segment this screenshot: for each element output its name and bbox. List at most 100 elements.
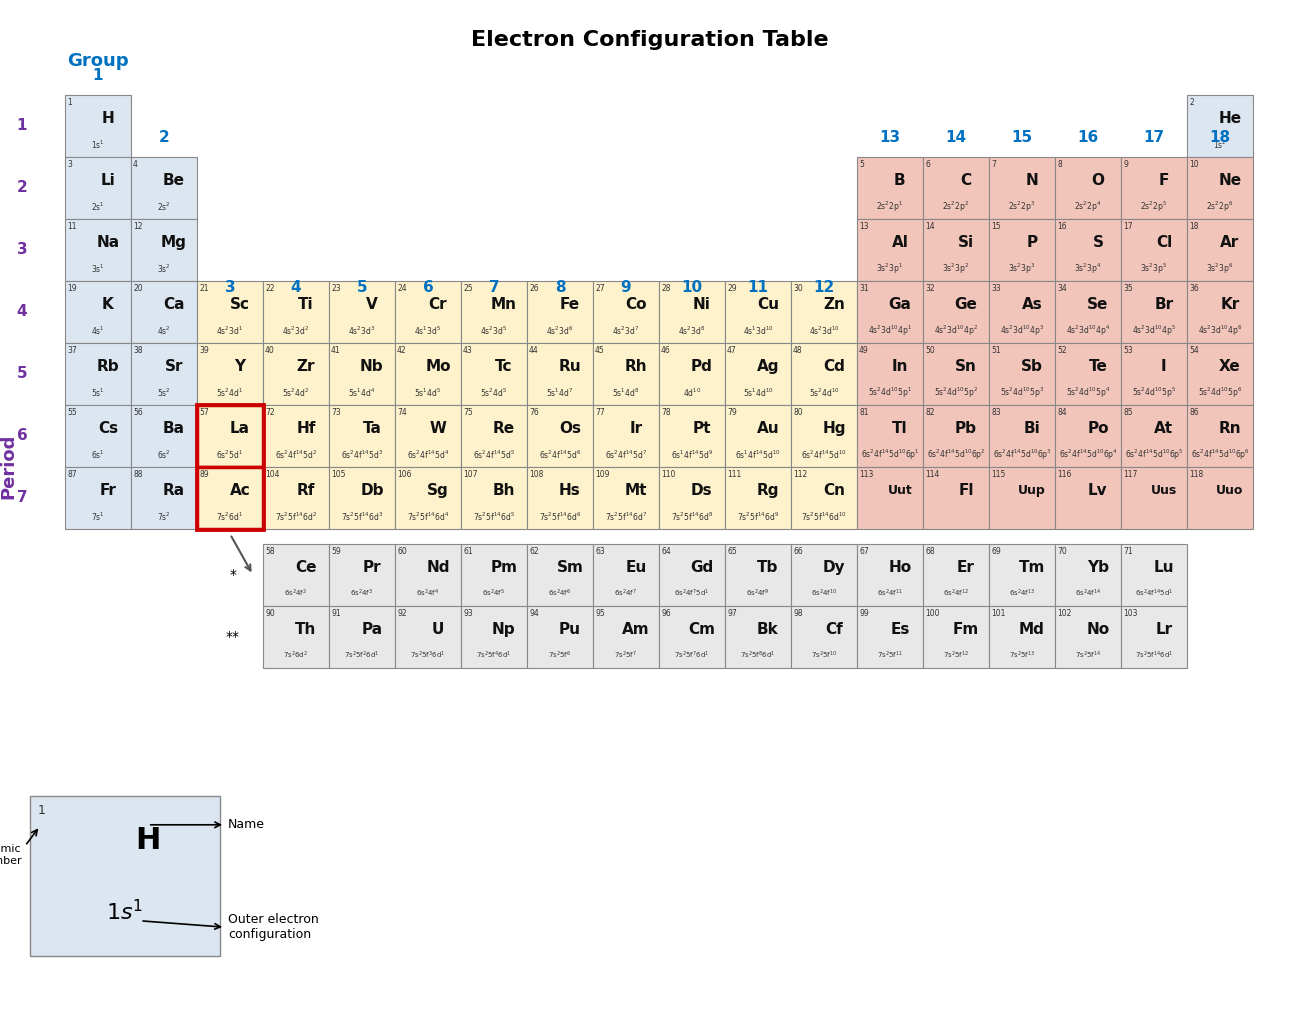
- Text: 29: 29: [727, 284, 737, 293]
- Text: 1: 1: [68, 98, 72, 107]
- Text: 6s$^2$4f$^7$: 6s$^2$4f$^7$: [615, 588, 637, 599]
- Text: Mn: Mn: [491, 297, 517, 312]
- Text: Ce: Ce: [295, 560, 317, 575]
- Text: Pm: Pm: [490, 560, 517, 575]
- Text: Sb: Sb: [1020, 359, 1043, 374]
- Text: 4s$^2$3d$^8$: 4s$^2$3d$^8$: [679, 324, 706, 336]
- Text: 4d$^{10}$: 4d$^{10}$: [682, 386, 701, 399]
- Text: 4s$^1$3d$^5$: 4s$^1$3d$^5$: [415, 324, 442, 336]
- Text: 6s$^2$4f$^{10}$: 6s$^2$4f$^{10}$: [811, 588, 837, 599]
- Text: 85: 85: [1123, 408, 1132, 417]
- Text: 4: 4: [291, 280, 302, 295]
- Text: Cr: Cr: [429, 297, 447, 312]
- Text: 7s$^2$5f$^{13}$: 7s$^2$5f$^{13}$: [1009, 650, 1035, 661]
- Text: F: F: [1158, 173, 1169, 188]
- Text: 2: 2: [159, 130, 169, 145]
- FancyBboxPatch shape: [329, 606, 395, 668]
- Text: 30: 30: [793, 284, 803, 293]
- Text: Pa: Pa: [361, 622, 382, 637]
- Text: 94: 94: [529, 609, 538, 618]
- Text: 35: 35: [1123, 284, 1132, 293]
- Text: 4s$^1$3d$^{10}$: 4s$^1$3d$^{10}$: [742, 324, 774, 336]
- Text: 61: 61: [463, 547, 473, 556]
- Text: 107: 107: [463, 470, 477, 479]
- Text: At: At: [1154, 421, 1174, 436]
- Text: Es: Es: [891, 622, 910, 637]
- Text: Ho: Ho: [888, 560, 911, 575]
- Text: 106: 106: [396, 470, 412, 479]
- FancyBboxPatch shape: [923, 219, 989, 281]
- FancyBboxPatch shape: [65, 157, 131, 219]
- Text: Rn: Rn: [1218, 421, 1242, 436]
- FancyBboxPatch shape: [263, 343, 329, 405]
- FancyBboxPatch shape: [1121, 606, 1187, 668]
- Text: Hg: Hg: [822, 421, 845, 436]
- Text: 6s$^2$4f$^{14}$5d$^{10}$6p$^1$: 6s$^2$4f$^{14}$5d$^{10}$6p$^1$: [861, 447, 919, 462]
- Text: 4s$^2$3d$^6$: 4s$^2$3d$^6$: [546, 324, 573, 336]
- FancyBboxPatch shape: [131, 343, 198, 405]
- Text: 88: 88: [133, 470, 143, 479]
- Text: Po: Po: [1087, 421, 1109, 436]
- Text: 6s$^2$4f$^{14}$5d$^{10}$6p$^2$: 6s$^2$4f$^{14}$5d$^{10}$6p$^2$: [927, 447, 985, 462]
- Text: 6s$^1$4f$^{14}$5d$^9$: 6s$^1$4f$^{14}$5d$^9$: [671, 448, 712, 461]
- FancyBboxPatch shape: [1187, 219, 1253, 281]
- Text: 54: 54: [1190, 346, 1199, 355]
- Text: 7s$^2$: 7s$^2$: [157, 510, 170, 523]
- Text: Cs: Cs: [98, 421, 118, 436]
- Text: Am: Am: [623, 622, 650, 637]
- Text: Rh: Rh: [624, 359, 647, 374]
- FancyBboxPatch shape: [263, 281, 329, 343]
- Text: 83: 83: [991, 408, 1001, 417]
- Text: Se: Se: [1087, 297, 1109, 312]
- Text: 90: 90: [265, 609, 274, 618]
- Text: 118: 118: [1190, 470, 1204, 479]
- Text: 75: 75: [463, 408, 473, 417]
- Text: 57: 57: [199, 408, 209, 417]
- Text: 76: 76: [529, 408, 538, 417]
- Text: 6s$^2$4f$^7$5d$^1$: 6s$^2$4f$^7$5d$^1$: [675, 588, 710, 599]
- Text: Th: Th: [295, 622, 317, 637]
- Text: 9: 9: [1123, 160, 1128, 169]
- Text: 46: 46: [660, 346, 671, 355]
- FancyBboxPatch shape: [790, 405, 857, 467]
- Text: 17: 17: [1123, 223, 1132, 231]
- Text: 79: 79: [727, 408, 737, 417]
- Text: 37: 37: [68, 346, 77, 355]
- Text: 77: 77: [595, 408, 604, 417]
- Text: Al: Al: [892, 235, 909, 250]
- Text: 2: 2: [1190, 98, 1193, 107]
- FancyBboxPatch shape: [329, 467, 395, 529]
- Text: Mg: Mg: [161, 235, 187, 250]
- FancyBboxPatch shape: [1187, 405, 1253, 467]
- Text: Nd: Nd: [426, 560, 450, 575]
- Text: 47: 47: [727, 346, 737, 355]
- FancyBboxPatch shape: [1121, 281, 1187, 343]
- Text: 49: 49: [859, 346, 868, 355]
- Text: 4s$^1$: 4s$^1$: [91, 324, 105, 336]
- Text: Bk: Bk: [757, 622, 779, 637]
- Text: 6s$^2$4f$^9$: 6s$^2$4f$^9$: [746, 588, 770, 599]
- Text: 62: 62: [529, 547, 538, 556]
- Text: 22: 22: [265, 284, 274, 293]
- Text: 25: 25: [463, 284, 473, 293]
- Text: 67: 67: [859, 547, 868, 556]
- Text: 72: 72: [265, 408, 274, 417]
- Text: Zn: Zn: [823, 297, 845, 312]
- FancyBboxPatch shape: [1056, 219, 1121, 281]
- FancyBboxPatch shape: [526, 544, 593, 606]
- Text: 60: 60: [396, 547, 407, 556]
- FancyBboxPatch shape: [329, 544, 395, 606]
- Text: 18: 18: [1209, 130, 1231, 145]
- Text: 7s$^2$6d$^1$: 7s$^2$6d$^1$: [216, 510, 243, 523]
- Text: Rg: Rg: [757, 483, 779, 498]
- Text: 52: 52: [1057, 346, 1066, 355]
- Text: Sc: Sc: [230, 297, 250, 312]
- FancyBboxPatch shape: [1056, 544, 1121, 606]
- Text: 4s$^2$3d$^{10}$4p$^4$: 4s$^2$3d$^{10}$4p$^4$: [1066, 323, 1110, 337]
- FancyBboxPatch shape: [1187, 157, 1253, 219]
- FancyBboxPatch shape: [790, 606, 857, 668]
- Text: 7s$^2$5f$^{14}$6d$^5$: 7s$^2$5f$^{14}$6d$^5$: [473, 510, 515, 523]
- Text: 3: 3: [68, 160, 72, 169]
- Text: Bh: Bh: [493, 483, 515, 498]
- FancyBboxPatch shape: [263, 606, 329, 668]
